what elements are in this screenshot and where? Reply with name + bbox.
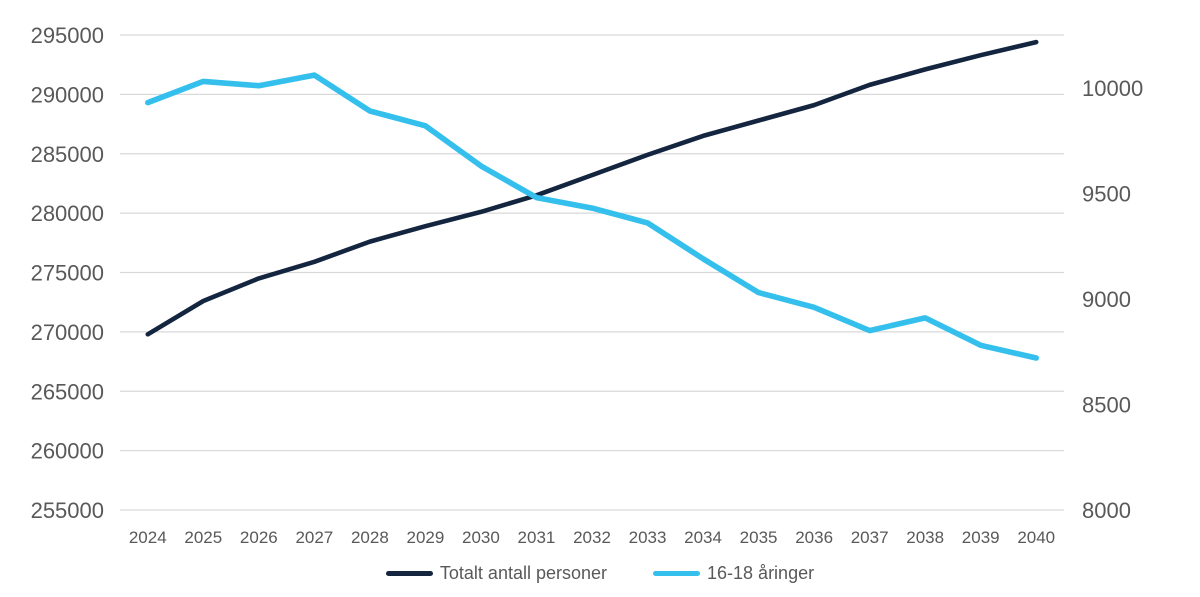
y-axis-left-tick-label: 270000 (31, 320, 104, 345)
y-axis-right-tick-label: 8500 (1082, 392, 1131, 417)
y-axis-right-tick-label: 10000 (1082, 76, 1143, 101)
y-axis-right-tick-label: 9500 (1082, 181, 1131, 206)
x-axis-tick-label: 2028 (351, 528, 389, 547)
y-axis-right-tick-label: 9000 (1082, 287, 1131, 312)
legend-swatch-teens-line (653, 571, 701, 576)
x-axis-tick-label: 2032 (573, 528, 611, 547)
y-axis-left-tick-label: 260000 (31, 439, 104, 464)
legend-item-teens: 16-18 åringer (653, 563, 814, 584)
x-axis-tick-label: 2026 (240, 528, 278, 547)
x-axis-tick-label: 2030 (462, 528, 500, 547)
series-line-teens (145, 72, 1039, 361)
y-axis-left-tick-label: 295000 (31, 23, 104, 48)
x-axis-tick-label: 2031 (518, 528, 556, 547)
x-axis-tick-label: 2034 (684, 528, 722, 547)
x-axis-tick-label: 2038 (906, 528, 944, 547)
x-axis-tick-label: 2039 (962, 528, 1000, 547)
x-axis-tick-label: 2024 (129, 528, 167, 547)
x-axis-tick-label: 2036 (795, 528, 833, 547)
y-axis-left-tick-label: 255000 (31, 498, 104, 523)
legend-label-total: Totalt antall personer (439, 563, 608, 583)
y-axis-left-tick-label: 290000 (31, 82, 104, 107)
y-axis-left-tick-label: 280000 (31, 201, 104, 226)
legend-item-total: Totalt antall personer (385, 563, 608, 584)
y-axis-left-tick-label: 285000 (31, 142, 104, 167)
y-axis-right-tick-label: 8000 (1082, 498, 1131, 523)
x-axis-tick-label: 2040 (1017, 528, 1055, 547)
x-axis-tick-label: 2025 (184, 528, 222, 547)
series-line-total (145, 39, 1039, 337)
x-axis-tick-label: 2029 (406, 528, 444, 547)
legend-label-teens: 16-18 åringer (707, 563, 815, 583)
y-axis-left-tick-label: 275000 (31, 261, 104, 286)
legend-swatch-total-line (385, 571, 433, 576)
x-axis-tick-label: 2037 (851, 528, 889, 547)
x-axis-tick-label: 2027 (295, 528, 333, 547)
x-axis-tick-label: 2033 (629, 528, 667, 547)
x-axis-tick-label: 2035 (740, 528, 778, 547)
chart-legend: Totalt antall personer 16-18 åringer (0, 563, 1200, 584)
y-axis-left-tick-label: 265000 (31, 379, 104, 404)
